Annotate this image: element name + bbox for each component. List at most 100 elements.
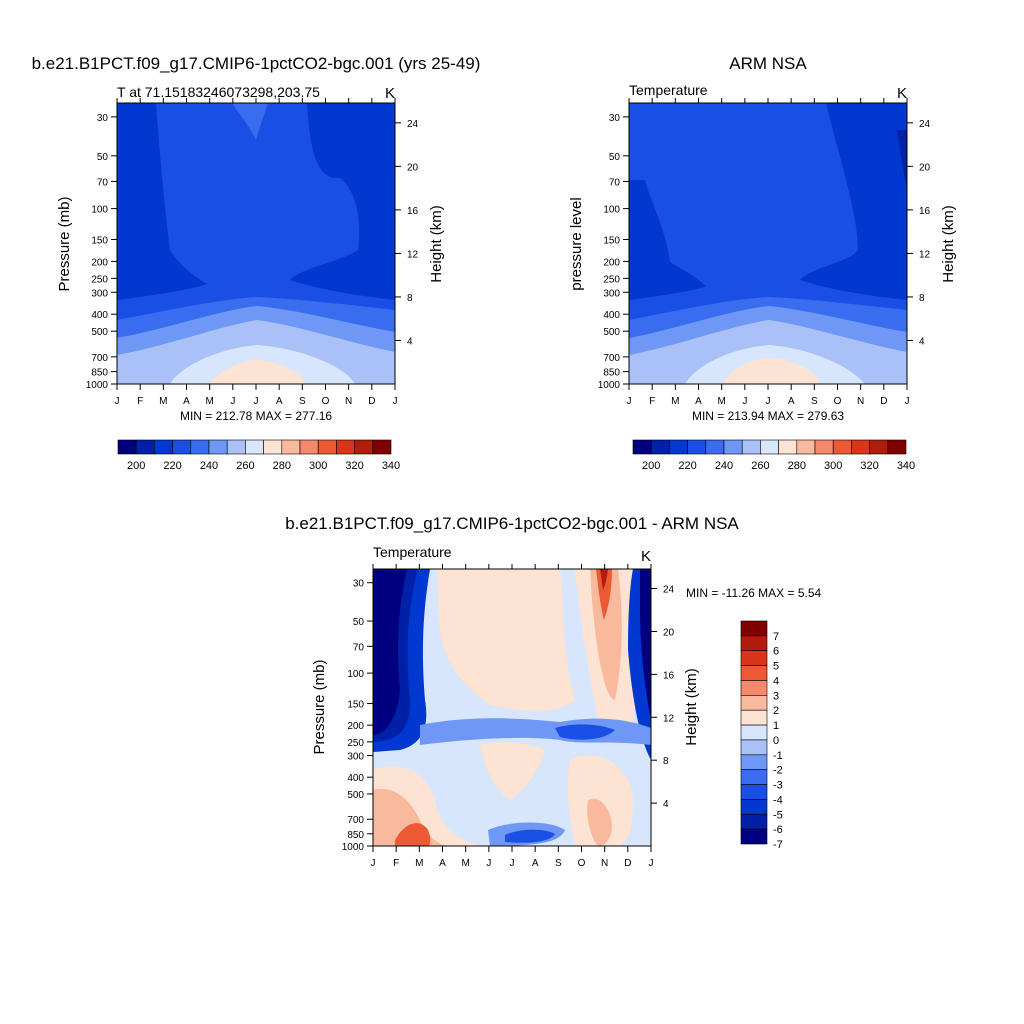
diff-right-subtitle: K — [641, 548, 651, 565]
y-tick-label: 30 — [609, 113, 621, 124]
y-tick-label: 30 — [353, 579, 365, 590]
colorbar-swatch — [687, 439, 707, 455]
x-tick-label: S — [811, 396, 818, 407]
colorbar-swatch — [740, 799, 768, 815]
y-tick-label: 250 — [603, 274, 620, 285]
colorbar-swatch — [154, 439, 173, 455]
y2-tick-label: 16 — [407, 206, 419, 217]
x-tick-label: S — [299, 396, 306, 407]
colorbar-swatch — [740, 724, 768, 741]
diff-contour-field — [373, 569, 651, 846]
x-tick-label: O — [322, 396, 330, 407]
y2-tick-label: 16 — [919, 206, 931, 217]
diff-band-lower-cold-core — [505, 829, 555, 843]
x-tick-label: D — [880, 396, 887, 407]
model-stats: MIN = 212.78 MAX = 277.16 — [180, 409, 332, 423]
y-tick-label: 300 — [603, 288, 620, 299]
y-tick-label: 300 — [347, 752, 364, 763]
y2-tick-label: 4 — [407, 336, 413, 347]
y-tick-label: 200 — [603, 257, 620, 268]
colorbar-swatch — [723, 439, 743, 455]
colorbar-label: 200 — [127, 460, 145, 472]
colorbar-swatch — [740, 754, 768, 770]
colorbar-label: 260 — [236, 460, 254, 472]
colorbar-swatch — [317, 439, 337, 455]
y-tick-label: 400 — [91, 310, 108, 321]
colorbar-swatch — [208, 439, 228, 455]
colorbar-label: 2 — [773, 705, 779, 717]
y-tick-label: 700 — [603, 353, 620, 364]
diff-y-axis-label: Pressure (mb) — [311, 659, 328, 754]
x-tick-label: M — [671, 396, 679, 407]
colorbar-swatch — [336, 439, 355, 455]
y2-tick-label: 16 — [663, 670, 675, 681]
colorbar-swatch — [814, 439, 834, 455]
model-band-surface-warm — [210, 360, 306, 384]
model-y2-axis-label: Height (km) — [428, 205, 445, 283]
x-tick-label: F — [137, 396, 143, 407]
y-tick-label: 70 — [609, 177, 621, 188]
model-y2-axis: 24 20 16 12 8 4 — [395, 119, 419, 347]
colorbar-swatch — [740, 739, 768, 756]
x-tick-label: A — [695, 396, 702, 407]
x-tick-label: J — [742, 396, 747, 407]
diff-band-lower-warm-right-2 — [587, 798, 612, 846]
y2-tick-label: 24 — [919, 119, 931, 130]
x-tick-label: J — [905, 396, 910, 407]
obs-main-title: ARM NSA — [729, 54, 807, 73]
x-tick-label: J — [115, 396, 120, 407]
x-tick-label: J — [627, 396, 632, 407]
x-tick-label: A — [788, 396, 795, 407]
obs-right-subtitle: K — [897, 85, 907, 102]
y-tick-label: 400 — [603, 310, 620, 321]
y2-tick-label: 8 — [663, 756, 669, 767]
colorbar-swatch — [760, 439, 779, 455]
x-tick-label: J — [510, 858, 515, 869]
obs-band-strat-darker — [897, 130, 907, 190]
x-tick-label: D — [624, 858, 631, 869]
diff-band-mid-warm — [480, 742, 545, 800]
x-tick-label: O — [578, 858, 586, 869]
obs-panel: ARM NSA Temperature K 30 50 70 100 150 200 250… — [568, 54, 957, 472]
y2-tick-label: 12 — [663, 713, 675, 724]
diff-y2-axis: 24 20 16 12 8 4 — [651, 585, 675, 810]
model-main-title: b.e21.B1PCT.f09_g17.CMIP6-1pctCO2-bgc.00… — [32, 54, 481, 73]
colorbar-label: -2 — [773, 765, 783, 777]
obs-band-strat-dark — [629, 180, 706, 300]
y-tick-label: 300 — [91, 288, 108, 299]
colorbar-swatch — [117, 439, 137, 455]
model-panel: b.e21.B1PCT.f09_g17.CMIP6-1pctCO2-bgc.00… — [32, 54, 481, 472]
y-tick-label: 1000 — [86, 380, 109, 391]
colorbar-label: 340 — [897, 460, 915, 472]
model-y-axis-label: Pressure (mb) — [56, 196, 73, 291]
y2-tick-label: 8 — [407, 293, 413, 304]
y-tick-label: 30 — [97, 113, 109, 124]
colorbar-swatch — [851, 439, 870, 455]
diff-band-cold-right-2 — [640, 569, 651, 720]
x-tick-label: A — [532, 858, 539, 869]
colorbar-swatch — [740, 680, 768, 696]
colorbar-label: -5 — [773, 809, 783, 821]
model-contour-field — [117, 103, 395, 384]
y-tick-label: 250 — [347, 738, 364, 749]
diff-band-warm-red — [596, 569, 612, 620]
colorbar-label: 340 — [382, 460, 400, 472]
y-tick-label: 150 — [91, 235, 108, 246]
y-tick-label: 100 — [347, 669, 364, 680]
colorbar-label: 300 — [309, 460, 327, 472]
y-tick-label: 100 — [603, 205, 620, 216]
y2-tick-label: 24 — [407, 119, 419, 130]
colorbar-swatch — [263, 439, 283, 455]
x-tick-label: M — [461, 858, 469, 869]
colorbar-swatch — [796, 439, 816, 455]
obs-contour-field — [629, 103, 907, 384]
colorbar-swatch — [740, 695, 768, 711]
x-tick-label: M — [415, 858, 423, 869]
colorbar-swatch — [740, 828, 768, 845]
x-tick-label: J — [371, 858, 376, 869]
y-tick-label: 70 — [97, 177, 109, 188]
colorbar-swatch — [245, 439, 264, 455]
colorbar-label: 7 — [773, 631, 779, 643]
